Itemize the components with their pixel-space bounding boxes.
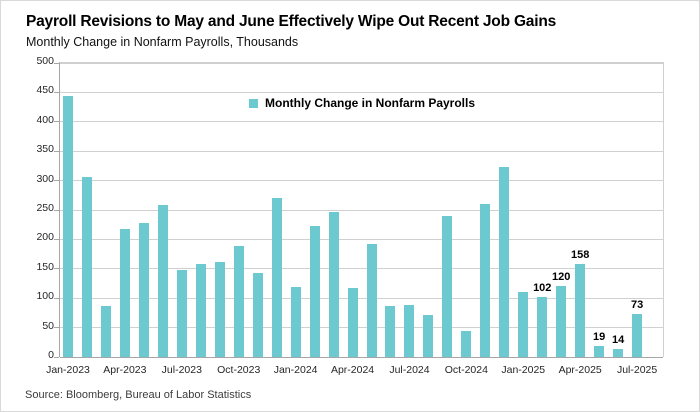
bar-Aug-2023 [195, 263, 206, 357]
legend: Monthly Change in Nonfarm Payrolls [249, 96, 475, 110]
y-gridline [60, 150, 663, 152]
bar-May-2024 [366, 243, 377, 357]
y-axis-tick [54, 209, 59, 211]
y-gridline [60, 121, 663, 123]
y-axis-tick [54, 356, 59, 358]
bar-Mar-2024 [328, 212, 339, 357]
y-tick-label: 300 [36, 172, 54, 185]
bar-Sep-2023 [214, 262, 225, 357]
bar-May-2025 [594, 345, 605, 357]
y-gridline [60, 91, 663, 93]
y-gridline [60, 238, 663, 240]
bar-Jul-2025 [632, 314, 643, 357]
bar-value-label: 102 [533, 282, 552, 295]
bar-Nov-2024 [480, 203, 491, 357]
y-gridline [60, 180, 663, 182]
x-tick-label: Apr-2025 [558, 364, 602, 376]
y-tick-label: 400 [36, 113, 54, 126]
y-tick-label: 150 [36, 260, 54, 273]
chart-subtitle: Monthly Change in Nonfarm Payrolls, Thou… [26, 35, 299, 49]
plot-area: Monthly Change in Nonfarm Payrolls 0 50 10… [36, 55, 664, 376]
bar-Oct-2023 [233, 246, 244, 357]
y-axis-tick [54, 91, 59, 93]
y-axis-tick [54, 62, 59, 64]
bar-Jan-2024 [290, 287, 301, 357]
bar-value-label: 120 [552, 271, 571, 284]
x-tick-label: Apr-2023 [103, 364, 147, 376]
bar-Feb-2023 [81, 177, 92, 357]
y-tick-label: 450 [36, 84, 54, 97]
bar-Oct-2024 [461, 331, 472, 357]
bar-Feb-2025 [537, 297, 548, 357]
y-gridline [60, 327, 663, 329]
bar-Apr-2024 [347, 287, 358, 357]
bar-value-label: 158 [571, 249, 590, 262]
bar-Sep-2024 [442, 215, 453, 357]
bar-Jan-2025 [518, 291, 529, 357]
y-tick-label: 350 [36, 143, 54, 156]
y-gridline [60, 356, 663, 358]
y-axis-tick [54, 121, 59, 123]
y-axis-tick [54, 297, 59, 299]
bar-May-2023 [138, 222, 149, 357]
bar-Jun-2025 [613, 348, 624, 357]
bar-Jul-2023 [176, 269, 187, 357]
bar-Apr-2023 [119, 229, 130, 357]
y-gridline [60, 268, 663, 270]
y-gridline [60, 62, 663, 64]
y-tick-label: 200 [36, 231, 54, 244]
y-axis-tick [54, 180, 59, 182]
bar-Dec-2024 [499, 167, 510, 357]
x-tick-label: Jan-2024 [273, 364, 318, 376]
y-gridline [60, 209, 663, 211]
x-tick-label: Jul-2025 [616, 364, 658, 376]
chart-title: Payroll Revisions to May and June Effect… [26, 13, 557, 30]
bar-Aug-2024 [423, 315, 434, 357]
y-axis-tick [54, 238, 59, 240]
bar-Nov-2023 [252, 272, 263, 357]
y-axis-tick [54, 150, 59, 152]
legend-swatch-icon [249, 98, 258, 108]
y-tick-label: 250 [36, 202, 54, 214]
source-note: Source: Bloomberg, Bureau of Labor Stati… [25, 389, 252, 401]
y-axis-tick [54, 327, 59, 329]
bar-Jun-2023 [157, 205, 168, 357]
x-tick-label: Jul-2023 [161, 364, 202, 376]
bar-Mar-2023 [100, 305, 111, 357]
y-axis-tick [54, 268, 59, 270]
bar-Jun-2024 [385, 305, 396, 357]
bar-value-label: 19 [593, 330, 606, 343]
x-tick-label: Oct-2023 [217, 364, 261, 376]
bar-Dec-2023 [271, 198, 282, 357]
x-tick-label: Oct-2024 [444, 364, 488, 376]
bar-value-label: 14 [612, 333, 625, 346]
y-tick-label: 0 [48, 349, 54, 361]
bar-Mar-2025 [556, 286, 567, 357]
bar-Jul-2024 [404, 305, 415, 357]
y-tick-label: 100 [36, 290, 54, 303]
bar-Apr-2025 [575, 264, 586, 357]
x-tick-label: Apr-2024 [330, 364, 375, 376]
bar-Jan-2023 [63, 95, 73, 357]
y-tick-label: 500 [36, 55, 54, 67]
x-tick-label: Jan-2025 [501, 364, 546, 376]
bar-value-label: 73 [630, 299, 644, 312]
x-tick-label: Jan-2023 [46, 364, 90, 376]
y-tick-label: 50 [42, 319, 54, 332]
legend-label: Monthly Change in Nonfarm Payrolls [265, 96, 476, 110]
x-tick-label: Jul-2024 [389, 364, 430, 376]
bar-Feb-2024 [309, 226, 320, 357]
y-gridline [60, 297, 663, 299]
